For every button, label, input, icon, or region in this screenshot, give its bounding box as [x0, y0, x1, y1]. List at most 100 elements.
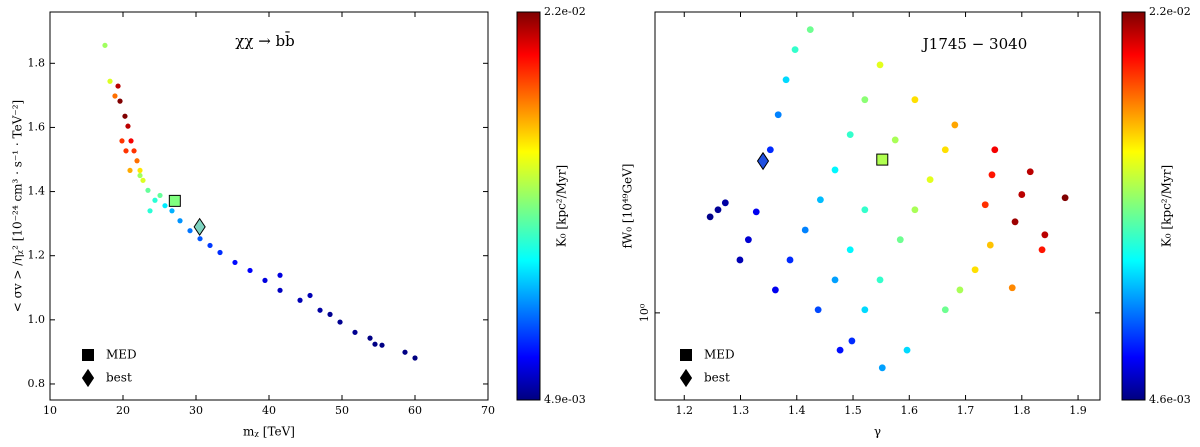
point [337, 319, 343, 325]
x-tick-label: 1.3 [732, 404, 750, 417]
legend-swatch [680, 349, 692, 361]
point [836, 346, 844, 354]
point [134, 158, 140, 164]
point [861, 206, 869, 214]
point [140, 177, 146, 183]
y-tick-label: 1.6 [28, 120, 46, 133]
point [903, 346, 911, 354]
point [217, 249, 223, 256]
point [878, 364, 886, 372]
point [981, 201, 989, 209]
point [187, 228, 193, 234]
point [117, 98, 123, 104]
x-tick-label: 1.2 [676, 404, 694, 417]
plot-frame [49, 11, 489, 401]
marker [756, 151, 770, 171]
point [806, 26, 814, 34]
x-tick-label: 60 [408, 404, 422, 417]
y-tick-label: 0.8 [28, 377, 46, 390]
point [327, 311, 333, 317]
point [891, 136, 899, 144]
annotation: χχ → bb̄ [235, 32, 295, 50]
point [107, 78, 113, 84]
point [169, 208, 175, 214]
point [876, 276, 884, 284]
point [951, 121, 959, 129]
x-tick-label: 1.4 [788, 404, 806, 417]
point [1008, 284, 1016, 292]
point [123, 148, 129, 154]
point [1041, 231, 1049, 239]
x-tick-label: 1.6 [901, 404, 919, 417]
point [986, 241, 994, 249]
point [1018, 191, 1026, 198]
point [786, 256, 794, 264]
point [782, 76, 790, 84]
point [122, 113, 128, 119]
point [766, 146, 774, 154]
marker [193, 217, 206, 236]
point [131, 148, 137, 154]
point [1011, 218, 1019, 226]
point [706, 213, 714, 221]
point [145, 187, 151, 193]
point [137, 172, 143, 179]
point [128, 138, 134, 144]
y-tick-label: 10⁰ [638, 303, 651, 322]
colorbar-tick-label: 4.6e-03 [1149, 393, 1191, 406]
x-axis-label: mᵪ [TeV] [243, 425, 295, 439]
point [801, 226, 809, 234]
point [102, 42, 108, 48]
point [379, 342, 385, 348]
point [848, 337, 856, 345]
point [896, 236, 904, 244]
colorbar-tick-label: 2.2e-02 [544, 5, 586, 18]
point [736, 256, 744, 264]
point [157, 192, 163, 199]
point [147, 208, 153, 214]
point [125, 123, 131, 129]
legend-label: best [106, 371, 132, 385]
y-tick-label: 1.0 [28, 313, 46, 326]
point [352, 329, 358, 335]
legend-label: best [704, 371, 730, 385]
marker [876, 153, 889, 166]
legend-swatch [679, 368, 693, 388]
point [876, 61, 884, 69]
y-tick-label: 1.2 [28, 249, 46, 262]
point [714, 206, 722, 214]
colorbar [1121, 11, 1146, 401]
point [277, 287, 283, 293]
annotation: J1745 − 3040 [921, 35, 1027, 53]
point [831, 166, 839, 174]
point [127, 167, 133, 174]
x-tick-label: 40 [262, 404, 276, 417]
point [814, 306, 822, 314]
point [1061, 194, 1069, 202]
y-axis-label: < σv > /ηᵪ² [10⁻²⁴ cm³ · s⁻¹ · TeV⁻²] [11, 100, 25, 312]
colorbar-label: K₀ [kpc²/Myr] [555, 165, 569, 247]
point [177, 218, 183, 224]
point [846, 246, 854, 254]
point [277, 272, 283, 278]
point [861, 306, 869, 314]
point [926, 176, 934, 184]
plot-frame [654, 11, 1101, 401]
x-tick-label: 20 [116, 404, 130, 417]
y-tick-label: 1.8 [28, 56, 46, 69]
colorbar-label: K₀ [kpc²/Myr] [1160, 165, 1174, 247]
point [771, 286, 779, 294]
point [846, 131, 854, 139]
point [941, 146, 949, 154]
legend-swatch [81, 368, 95, 388]
point [402, 349, 408, 355]
point [721, 199, 729, 207]
x-axis-label: γ [874, 425, 881, 439]
point [816, 196, 824, 204]
point [367, 335, 373, 341]
point [861, 96, 869, 104]
point [162, 203, 168, 209]
point [956, 286, 964, 294]
point [941, 306, 949, 314]
